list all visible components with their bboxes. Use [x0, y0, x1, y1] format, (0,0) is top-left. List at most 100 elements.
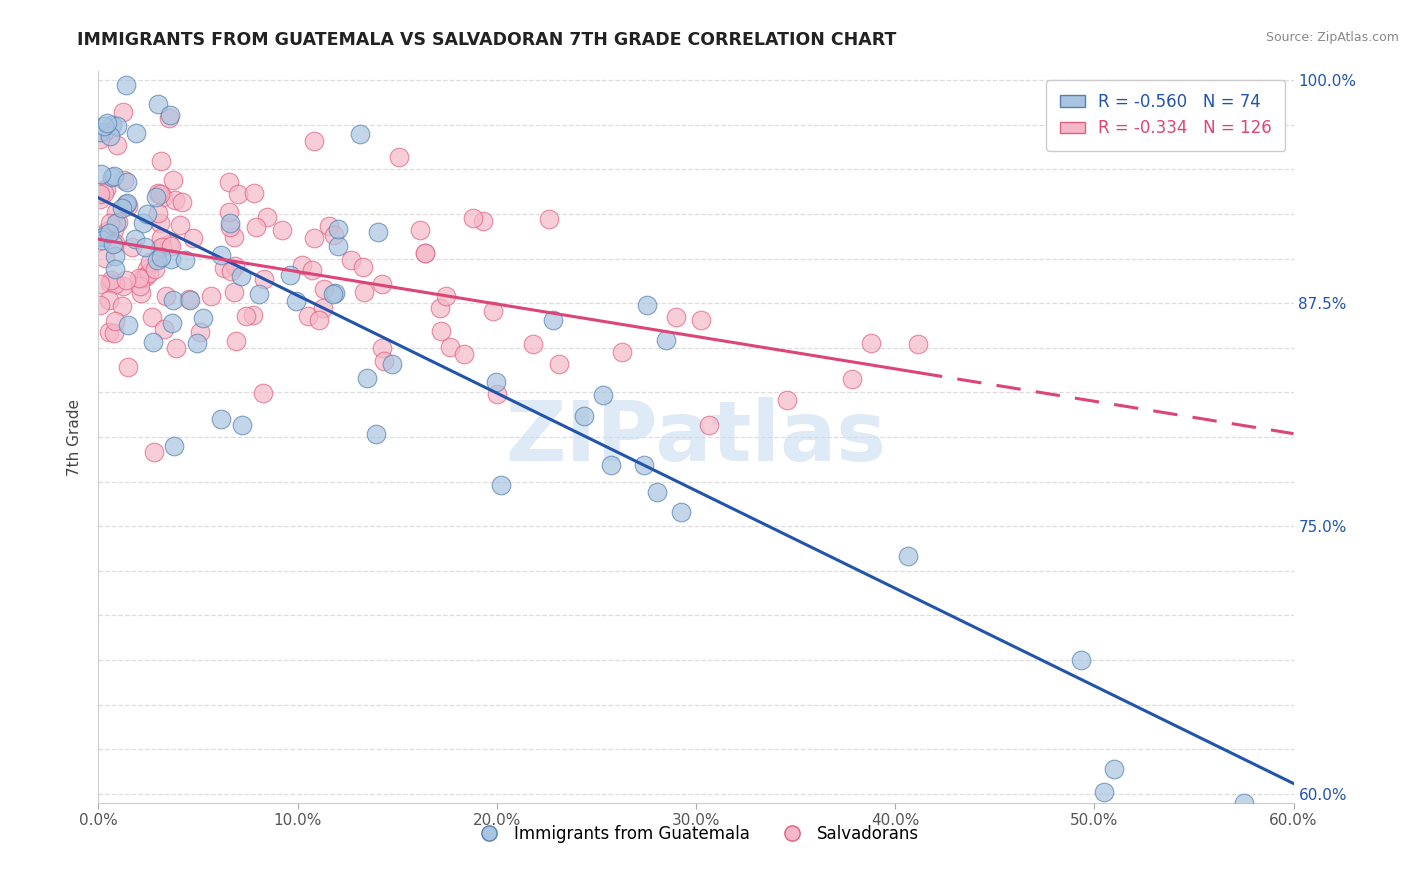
Point	[356, 371, 378, 385]
Point	[104, 235, 127, 250]
Point	[129, 286, 152, 301]
Point	[169, 218, 191, 232]
Point	[177, 292, 200, 306]
Point	[146, 96, 169, 111]
Point	[325, 285, 347, 300]
Point	[323, 228, 346, 243]
Point	[645, 485, 668, 500]
Point	[128, 271, 150, 285]
Point	[291, 258, 314, 272]
Point	[89, 277, 111, 292]
Point	[162, 293, 184, 307]
Point	[218, 205, 240, 219]
Point	[340, 253, 363, 268]
Point	[172, 195, 194, 210]
Point	[104, 262, 127, 277]
Point	[311, 301, 333, 315]
Point	[146, 253, 169, 268]
Point	[143, 262, 166, 277]
Point	[655, 333, 678, 347]
Point	[373, 354, 395, 368]
Point	[193, 311, 215, 326]
Point	[252, 386, 274, 401]
Point	[413, 246, 436, 260]
Point	[150, 231, 173, 245]
Point	[229, 268, 252, 283]
Point	[541, 313, 564, 327]
Point	[107, 119, 129, 133]
Point	[633, 458, 655, 473]
Point	[612, 345, 634, 359]
Point	[218, 220, 240, 235]
Point	[121, 240, 143, 254]
Point	[186, 336, 208, 351]
Point	[111, 201, 134, 215]
Point	[297, 309, 319, 323]
Point	[636, 298, 658, 312]
Point	[548, 358, 571, 372]
Point	[353, 285, 375, 299]
Point	[461, 211, 484, 225]
Point	[103, 223, 125, 237]
Point	[117, 360, 139, 375]
Point	[89, 125, 111, 139]
Point	[103, 249, 125, 263]
Point	[669, 505, 692, 519]
Point	[112, 105, 135, 120]
Point	[907, 336, 929, 351]
Point	[212, 260, 235, 275]
Point	[243, 186, 266, 200]
Point	[90, 167, 112, 181]
Point	[371, 341, 394, 355]
Point	[1233, 796, 1256, 810]
Point	[96, 224, 118, 238]
Point	[89, 132, 111, 146]
Point	[224, 285, 246, 300]
Point	[163, 193, 186, 207]
Point	[219, 216, 242, 230]
Point	[89, 187, 111, 202]
Point	[221, 264, 243, 278]
Point	[224, 230, 246, 244]
Point	[94, 182, 117, 196]
Point	[105, 216, 128, 230]
Point	[117, 175, 139, 189]
Point	[138, 266, 160, 280]
Point	[149, 187, 172, 202]
Point	[117, 318, 139, 333]
Point	[107, 214, 129, 228]
Point	[101, 118, 124, 132]
Point	[104, 277, 127, 292]
Point	[117, 196, 139, 211]
Point	[188, 325, 211, 339]
Point	[896, 549, 918, 564]
Point	[143, 445, 166, 459]
Point	[94, 251, 117, 265]
Point	[429, 301, 451, 315]
Point	[312, 283, 335, 297]
Point	[97, 293, 120, 308]
Point	[152, 322, 174, 336]
Point	[256, 210, 278, 224]
Point	[328, 239, 350, 253]
Point	[388, 150, 411, 164]
Point	[124, 232, 146, 246]
Point	[181, 231, 204, 245]
Point	[96, 116, 118, 130]
Point	[326, 222, 349, 236]
Point	[103, 237, 125, 252]
Point	[413, 245, 436, 260]
Point	[380, 357, 402, 371]
Point	[98, 217, 121, 231]
Point	[100, 129, 122, 144]
Point	[572, 409, 595, 423]
Point	[308, 313, 330, 327]
Point	[482, 303, 505, 318]
Point	[100, 273, 122, 287]
Text: ZIPatlas: ZIPatlas	[506, 397, 886, 477]
Point	[93, 186, 115, 201]
Point	[430, 325, 453, 339]
Point	[91, 230, 114, 244]
Point	[103, 326, 125, 340]
Point	[165, 341, 187, 355]
